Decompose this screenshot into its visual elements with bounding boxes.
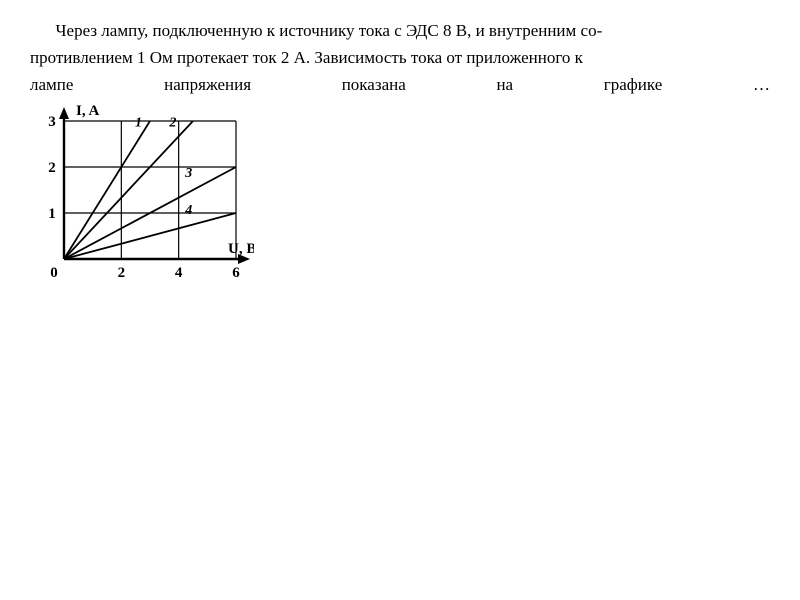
iv-chart: 1 2 3 4 2 4 6 1 2 3 0 I, A U, B	[24, 99, 770, 294]
x-tick-label: 2	[118, 265, 126, 281]
y-axis-label: I, A	[76, 103, 100, 119]
word: показана	[342, 74, 406, 97]
word: лампе	[30, 74, 73, 97]
series-label: 1	[135, 115, 142, 130]
series-label: 4	[184, 203, 192, 218]
origin-label: 0	[50, 265, 58, 281]
problem-line-2: противлением 1 Ом протекает ток 2 А. Зав…	[30, 47, 770, 70]
y-tick-label: 3	[48, 114, 56, 130]
series-label: 2	[168, 115, 176, 130]
word: на	[496, 74, 513, 97]
word: графике	[604, 74, 663, 97]
chart-svg: 1 2 3 4 2 4 6 1 2 3 0 I, A U, B	[24, 99, 254, 289]
series-label: 3	[184, 166, 192, 181]
x-tick-label: 4	[175, 265, 183, 281]
x-axis-label: U, B	[228, 241, 254, 257]
y-tick-label: 2	[48, 160, 56, 176]
page: Через лампу, подключенную к источнику то…	[0, 0, 800, 294]
word: …	[753, 74, 770, 97]
problem-line-3: лампе напряжения показана на графике …	[30, 74, 770, 97]
y-tick-label: 1	[48, 206, 56, 222]
problem-line-1: Через лампу, подключенную к источнику то…	[30, 20, 770, 43]
word: напряжения	[164, 74, 251, 97]
x-tick-label: 6	[232, 265, 240, 281]
